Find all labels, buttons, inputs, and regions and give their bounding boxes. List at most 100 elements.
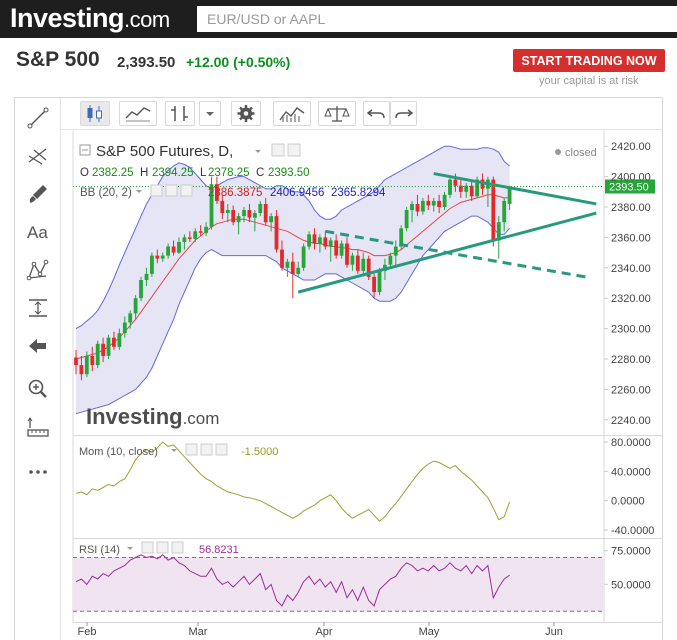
bb-close-icon[interactable] — [180, 184, 193, 197]
mom-value: -1.5000 — [241, 446, 278, 458]
candle-body — [79, 365, 84, 375]
candles-icon[interactable] — [80, 101, 110, 126]
bb-lower-value: 2365.8294 — [331, 187, 386, 199]
settings-icon[interactable] — [231, 101, 261, 126]
rsi-settings-icon[interactable] — [141, 541, 154, 554]
investing-logo[interactable]: Investing.com — [10, 3, 170, 34]
time-axis: Feb Mar Apr May Jun — [78, 622, 563, 638]
candle-body — [274, 216, 279, 250]
candles — [74, 173, 512, 381]
candle-body — [242, 210, 246, 217]
candle-body — [507, 187, 512, 204]
bb-settings-icon[interactable] — [150, 184, 163, 197]
candle-body — [225, 210, 230, 213]
candle-body — [448, 179, 452, 195]
bb-visibility-icon[interactable] — [165, 184, 178, 197]
candle-body — [388, 255, 393, 265]
candle-body — [280, 249, 284, 268]
candle-body — [328, 240, 333, 247]
candle-body — [426, 200, 431, 206]
candle-body — [122, 322, 127, 334]
price-tick-label: 2340.00 — [611, 263, 651, 275]
more-icon[interactable] — [24, 458, 52, 486]
start-trading-button[interactable]: START TRADING NOW — [513, 49, 665, 72]
rsi-close-icon[interactable] — [171, 541, 184, 554]
candle-body — [215, 184, 219, 201]
mom-tick-label: 80.0000 — [611, 437, 651, 449]
rsi-legend: RSI (14) 56.8231 — [79, 541, 239, 556]
momentum-series — [75, 441, 511, 522]
dropdown-icon[interactable] — [199, 101, 221, 126]
mom-visibility-icon[interactable] — [200, 443, 213, 456]
zoom-icon[interactable] — [24, 375, 52, 403]
bb-upper-value: 2406.9456 — [270, 187, 324, 199]
ruler-icon[interactable] — [24, 413, 52, 441]
search-input[interactable] — [197, 6, 677, 32]
candle-body — [253, 213, 257, 218]
redo-icon[interactable] — [390, 101, 417, 126]
mom-tick-label: 40.0000 — [611, 466, 651, 478]
bar-type-icon[interactable] — [165, 101, 195, 126]
measure-icon[interactable] — [24, 294, 52, 322]
logo-suffix: .com — [124, 7, 170, 32]
time-tick-label: Mar — [189, 626, 208, 638]
c-label: C — [256, 167, 264, 179]
undo-icon[interactable] — [363, 101, 390, 126]
back-arrow-icon[interactable] — [24, 332, 52, 360]
pattern-icon[interactable] — [24, 256, 52, 284]
c-value: 2393.50 — [268, 167, 310, 179]
mom-dropdown-icon[interactable] — [171, 449, 177, 452]
candle-body — [150, 255, 154, 274]
candle-body — [193, 231, 198, 239]
compare-icon[interactable] — [318, 101, 356, 126]
candle-body — [437, 200, 441, 207]
candle-body — [421, 200, 425, 212]
indicators-icon[interactable] — [119, 101, 157, 126]
candle-body — [366, 258, 371, 277]
candle-body — [307, 234, 311, 247]
candle-body — [182, 237, 187, 242]
candle-body — [323, 237, 328, 247]
candle-body — [339, 243, 344, 256]
brush-icon[interactable] — [24, 180, 52, 208]
candle-body — [377, 270, 382, 293]
bb-basis-value: 2386.3875 — [208, 187, 262, 199]
rsi-label: RSI (14) — [79, 544, 120, 556]
rsi-value: 56.8231 — [199, 544, 239, 556]
rsi-visibility-icon[interactable] — [156, 541, 169, 554]
market-status: closed — [565, 147, 597, 159]
mom-settings-icon[interactable] — [185, 443, 198, 456]
candle-body — [269, 216, 273, 223]
text-icon[interactable]: Aa — [24, 218, 52, 246]
bb-dropdown-icon[interactable] — [136, 190, 142, 193]
time-tick-label: Apr — [315, 626, 332, 638]
candle-body — [410, 204, 414, 211]
price-tick-label: 2400.00 — [611, 172, 651, 184]
rsi-dropdown-icon[interactable] — [127, 547, 133, 550]
candle-body — [106, 337, 111, 356]
fib-icon[interactable] — [24, 142, 52, 170]
logo-text: Investing — [10, 3, 125, 33]
candle-body — [502, 200, 507, 223]
studies-icon[interactable] — [273, 101, 311, 126]
rsi-series — [75, 554, 510, 607]
bb-fill-area — [76, 146, 510, 414]
candle-body — [247, 210, 252, 218]
mom-close-icon[interactable] — [215, 443, 228, 456]
legend-settings-icon[interactable] — [271, 143, 285, 157]
legend-visibility-icon[interactable] — [287, 143, 301, 157]
candle-body — [496, 222, 501, 241]
candle-body — [350, 255, 355, 265]
momentum-line — [75, 441, 511, 522]
mom-tick-label: -40.0000 — [611, 525, 654, 537]
title-dropdown-icon[interactable] — [255, 150, 261, 153]
momentum-axis: 80.0000 40.0000 0.0000 -40.0000 — [604, 437, 654, 537]
watermark-suffix: .com — [183, 409, 220, 428]
price-tick-label: 2260.00 — [611, 384, 651, 396]
chart-toolbar — [61, 98, 662, 130]
candle-body — [101, 343, 105, 356]
trend-line-icon[interactable] — [24, 104, 52, 132]
candle-body — [361, 258, 366, 271]
o-label: O — [80, 167, 89, 179]
